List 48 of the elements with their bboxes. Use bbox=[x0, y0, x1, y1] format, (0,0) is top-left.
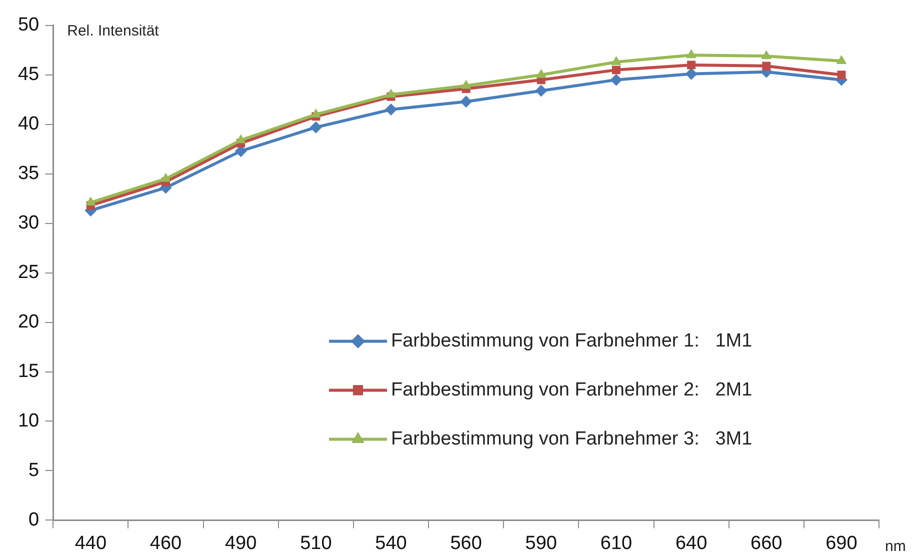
y-tick-label: 50 bbox=[18, 14, 40, 36]
x-tick-label: 660 bbox=[750, 532, 782, 554]
y-tick-label: 0 bbox=[28, 509, 40, 530]
y-tick-label: 10 bbox=[18, 410, 40, 432]
y-tick-label: 20 bbox=[18, 312, 40, 333]
y-tick-label: 5 bbox=[28, 460, 40, 481]
x-tick-label: 460 bbox=[150, 532, 182, 554]
y-tick-label: 40 bbox=[18, 114, 40, 135]
point bbox=[536, 68, 546, 78]
point bbox=[236, 134, 246, 144]
point bbox=[837, 70, 846, 80]
point bbox=[762, 62, 771, 70]
point bbox=[160, 172, 171, 182]
point bbox=[384, 104, 397, 116]
point bbox=[686, 49, 696, 58]
point bbox=[460, 96, 472, 108]
point bbox=[610, 74, 622, 86]
x-tick-label: 610 bbox=[600, 532, 632, 554]
legend-label: Farbbestimmung von Farbnehmer 1: 1M1 bbox=[391, 330, 752, 352]
y-tick-label: 35 bbox=[18, 163, 40, 184]
point bbox=[611, 56, 622, 66]
x-tick-label: 560 bbox=[450, 532, 482, 554]
point bbox=[310, 121, 322, 134]
point bbox=[685, 68, 698, 80]
x-tick-label: 490 bbox=[224, 532, 257, 554]
y-tick-label: 15 bbox=[18, 360, 40, 382]
legend-label: Farbbestimmung von Farbnehmer 3: 3M1 bbox=[391, 428, 752, 450]
x-tick-label: 510 bbox=[300, 532, 332, 554]
y-tick-label: 30 bbox=[18, 212, 40, 234]
point bbox=[687, 60, 696, 70]
x-tick-label: 540 bbox=[375, 532, 407, 554]
x-tick-label: 590 bbox=[525, 532, 557, 554]
point bbox=[535, 84, 548, 97]
point bbox=[460, 80, 472, 89]
x-tick-label: 640 bbox=[675, 532, 708, 554]
x-tick-label: 440 bbox=[74, 532, 107, 554]
point bbox=[612, 66, 620, 74]
point bbox=[761, 50, 772, 60]
point bbox=[310, 108, 322, 118]
y-tick-label: 25 bbox=[18, 262, 40, 284]
point bbox=[836, 55, 847, 64]
y-tick-label: 45 bbox=[18, 64, 40, 86]
point bbox=[386, 88, 396, 98]
x-tick-label: 690 bbox=[826, 532, 858, 554]
legend-label: Farbbestimmung von Farbnehmer 2: 2M1 bbox=[391, 379, 752, 400]
x-axis-title: nm bbox=[885, 538, 906, 556]
point bbox=[85, 196, 96, 206]
y-axis-title: Rel. Intensität bbox=[67, 22, 160, 40]
